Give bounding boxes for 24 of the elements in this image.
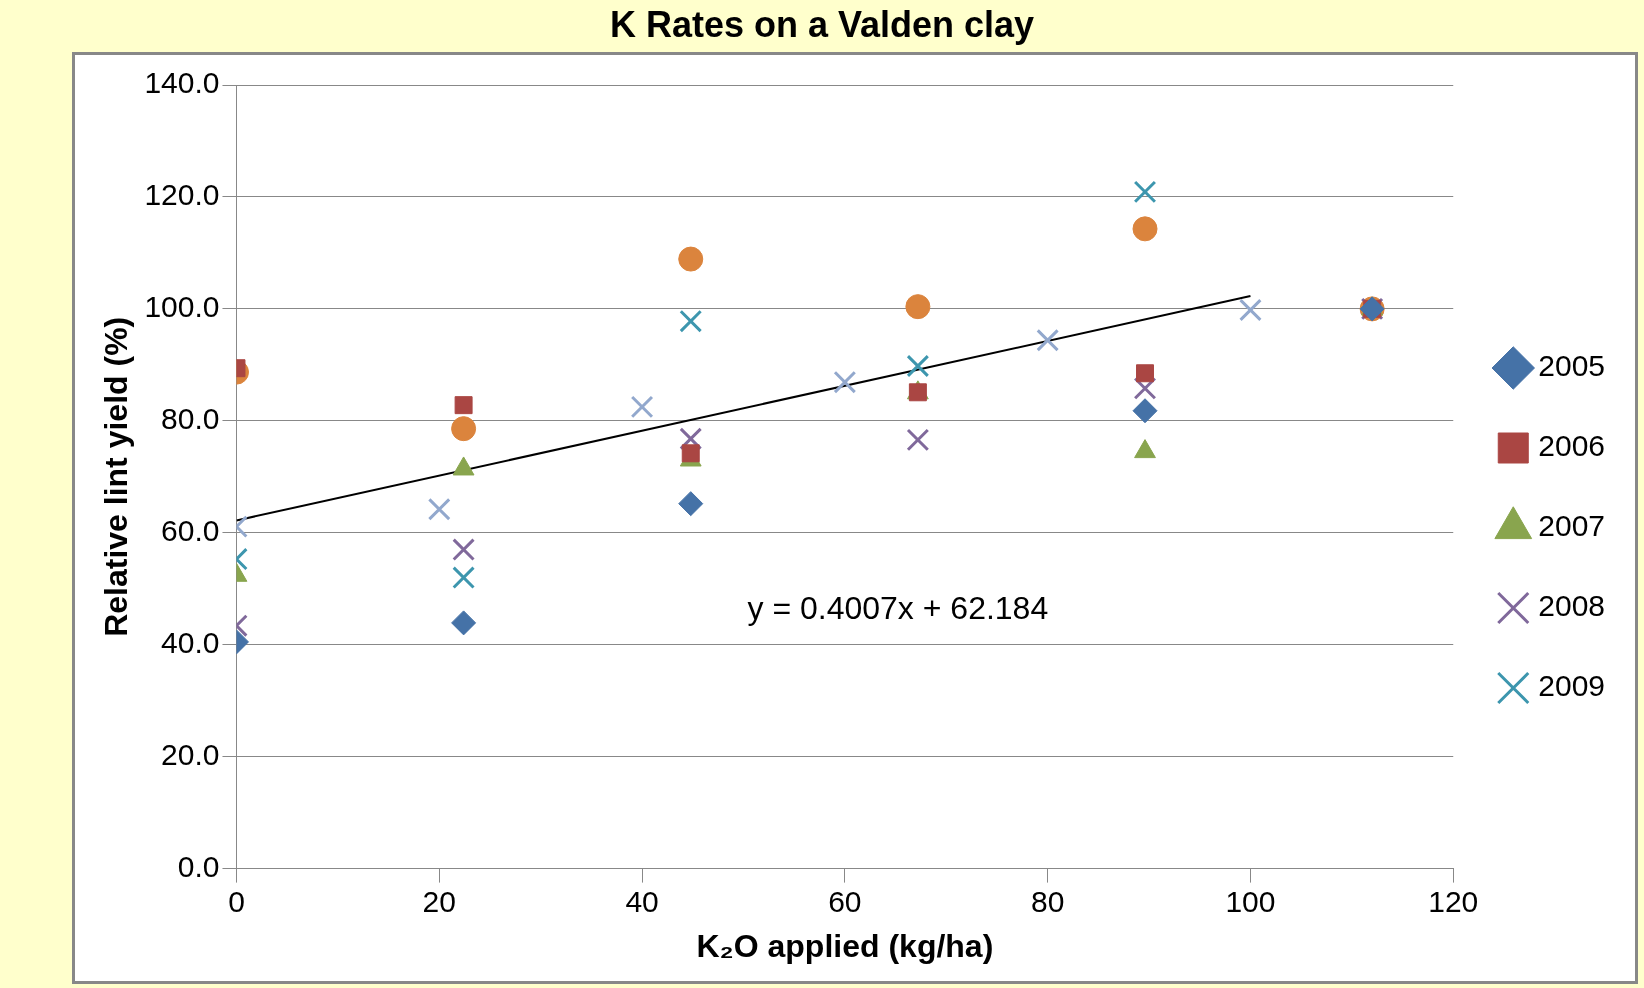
x-axis-title: K₂O applied (kg/ha)	[696, 927, 994, 964]
legend-label: 2005	[1538, 349, 1606, 383]
legend-label: 2007	[1538, 509, 1606, 543]
x-tick-label: 100	[1225, 884, 1276, 918]
legend-label: 2009	[1538, 669, 1606, 703]
y-tick-label: 140.0	[144, 66, 220, 100]
legend-label: 2008	[1538, 589, 1606, 623]
y-tick-label: 120.0	[144, 178, 220, 212]
y-tick-label: 40.0	[161, 625, 220, 659]
x-tick-label: 120	[1428, 884, 1479, 918]
y-tick-label: 20.0	[161, 737, 220, 771]
y-tick-label: 60.0	[161, 514, 220, 548]
x-tick-label: 40	[625, 884, 659, 918]
x-tick-label: 0	[228, 884, 245, 918]
x-tick-label: 80	[1030, 884, 1065, 918]
y-tick-label: 80.0	[161, 402, 220, 436]
legend-label: 2006	[1538, 429, 1606, 463]
x-tick-label: 60	[828, 884, 862, 918]
annotation: y = 0.4007x + 62.184	[747, 589, 1049, 626]
chart-title: K Rates on a Valden clay	[608, 3, 1036, 47]
y-tick-label: 100.0	[144, 290, 220, 324]
x-tick-label: 20	[422, 884, 456, 918]
y-axis-title: Relative lint yield (%)	[98, 316, 135, 637]
y-tick-label: 0.0	[177, 849, 220, 883]
